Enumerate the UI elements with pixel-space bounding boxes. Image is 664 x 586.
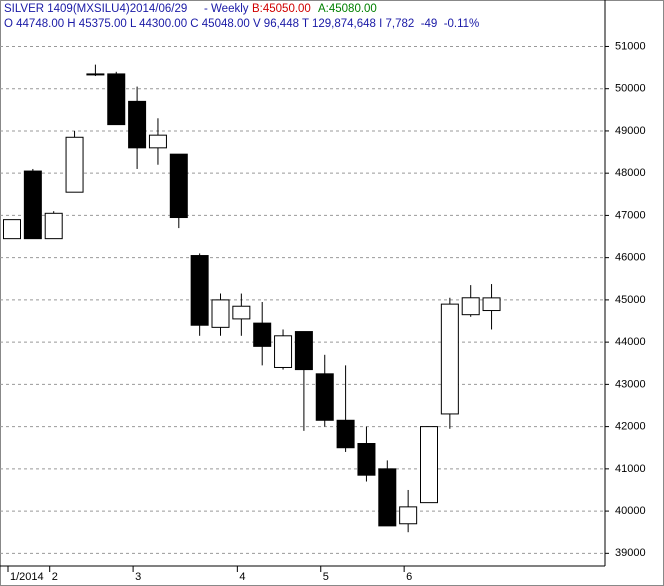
candle-body [65, 136, 84, 193]
candle-body [86, 73, 105, 76]
x-tick-label: 4 [239, 571, 245, 583]
candle-body [23, 170, 42, 240]
y-tick-label: 47000 [615, 209, 646, 221]
candle-body [399, 506, 418, 525]
y-tick-label: 49000 [615, 125, 646, 137]
quote-line: O 44748.00 H 45375.00 L 44300.00 C 45048… [4, 18, 479, 30]
y-tick-label: 40000 [615, 505, 646, 517]
ask: A:45080.00 [318, 3, 377, 15]
x-tick-label: 1/2014 [10, 571, 44, 583]
candle-body [44, 212, 63, 240]
candle-body [169, 153, 188, 219]
candle-body [128, 100, 147, 149]
candle-body [315, 373, 334, 421]
candle-body [461, 297, 480, 316]
y-tick-label: 44000 [615, 336, 646, 348]
y-tick-label: 42000 [615, 421, 646, 433]
candle-body [148, 134, 167, 149]
bid: B:45050.00 [252, 3, 311, 15]
candle-body [211, 299, 230, 328]
y-tick-label: 46000 [615, 252, 646, 264]
x-tick-label: 6 [406, 571, 412, 583]
candle-body [482, 297, 501, 312]
y-tick-label: 48000 [615, 167, 646, 179]
candle-body [232, 305, 251, 320]
x-tick-label: 5 [323, 571, 329, 583]
candle-body [420, 426, 438, 504]
candle-body [274, 335, 293, 368]
y-tick-label: 41000 [615, 463, 646, 475]
y-tick-label: 39000 [615, 547, 646, 559]
y-tick-label: 51000 [615, 40, 646, 52]
candle-body [190, 255, 209, 326]
candle-body [440, 303, 459, 415]
x-tick-label: 3 [135, 571, 141, 583]
candle-body [336, 419, 355, 449]
candle-body [3, 219, 21, 240]
y-tick-label: 43000 [615, 378, 646, 390]
y-tick-label: 50000 [615, 83, 646, 95]
candle-body [378, 468, 397, 527]
period: - Weekly [204, 3, 249, 15]
candle-body [253, 322, 272, 347]
candle-body [294, 331, 313, 371]
chart-title: SILVER 1409(MXSILU4)2014/06/29 [4, 3, 187, 15]
x-tick-label: 2 [52, 571, 58, 583]
candle-body [107, 73, 126, 126]
y-tick-label: 45000 [615, 294, 646, 306]
candle-body [357, 443, 376, 476]
